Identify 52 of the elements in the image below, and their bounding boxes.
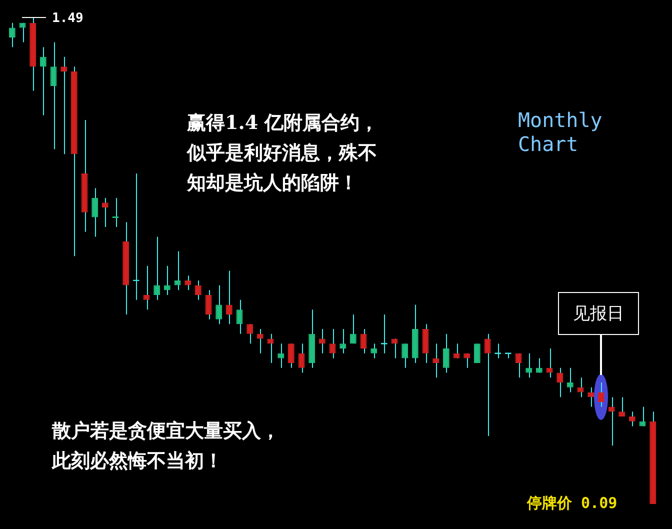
candlestick bbox=[442, 333, 450, 374]
text: Monthly Chart bbox=[518, 108, 604, 156]
candlestick bbox=[8, 22, 16, 48]
candlestick bbox=[526, 352, 532, 378]
annotation: 1.49 bbox=[52, 11, 84, 26]
annotation: 散户若是贪便宜大量买入， bbox=[52, 419, 280, 444]
candlestick bbox=[278, 343, 284, 368]
candlestick bbox=[318, 328, 326, 354]
candlestick bbox=[50, 42, 57, 150]
candlestick bbox=[288, 343, 294, 368]
candlestick bbox=[102, 197, 108, 228]
candlestick bbox=[546, 348, 553, 378]
annotation: 似乎是利好消息，殊不 bbox=[187, 141, 377, 166]
candlestick bbox=[566, 367, 574, 393]
candlestick bbox=[628, 411, 636, 427]
candlestick bbox=[112, 197, 119, 228]
annotation: 见报日 bbox=[558, 292, 639, 335]
candlestick bbox=[618, 396, 626, 418]
candlestick bbox=[174, 250, 181, 291]
candlestick bbox=[598, 382, 604, 408]
candlestick bbox=[432, 343, 440, 378]
candlestick bbox=[246, 324, 254, 344]
candlestick bbox=[464, 352, 470, 368]
candlestick bbox=[216, 284, 222, 325]
annotation: 此刻必然悔不当初！ bbox=[52, 449, 223, 474]
candlestick bbox=[60, 56, 68, 155]
candlestick bbox=[40, 46, 46, 116]
candlestick bbox=[164, 265, 170, 296]
candlestick bbox=[370, 343, 378, 359]
candlestick bbox=[226, 270, 232, 325]
candlestick bbox=[340, 328, 346, 354]
candlestick bbox=[484, 333, 491, 436]
candlestick bbox=[92, 188, 98, 238]
candlestick bbox=[422, 324, 429, 364]
annotation: 知却是坑人的陷阱！ bbox=[187, 171, 358, 196]
candlestick bbox=[194, 280, 202, 300]
candlestick bbox=[329, 328, 336, 359]
candlestick bbox=[143, 265, 150, 310]
candlestick bbox=[588, 386, 594, 408]
candlestick bbox=[350, 314, 356, 344]
candlestick bbox=[298, 343, 305, 374]
annotation: 停牌价 0.09 bbox=[527, 494, 618, 513]
candlestick bbox=[154, 236, 160, 300]
candlestick bbox=[402, 343, 408, 368]
candlestick bbox=[256, 328, 264, 354]
candlestick bbox=[360, 328, 367, 354]
annotation: 赢得1.4 亿附属合约， bbox=[187, 111, 379, 136]
candlestick bbox=[556, 367, 564, 398]
candlestick bbox=[236, 299, 243, 334]
candlestick bbox=[536, 358, 542, 374]
candlestick bbox=[205, 290, 212, 320]
candlestick bbox=[184, 275, 192, 291]
